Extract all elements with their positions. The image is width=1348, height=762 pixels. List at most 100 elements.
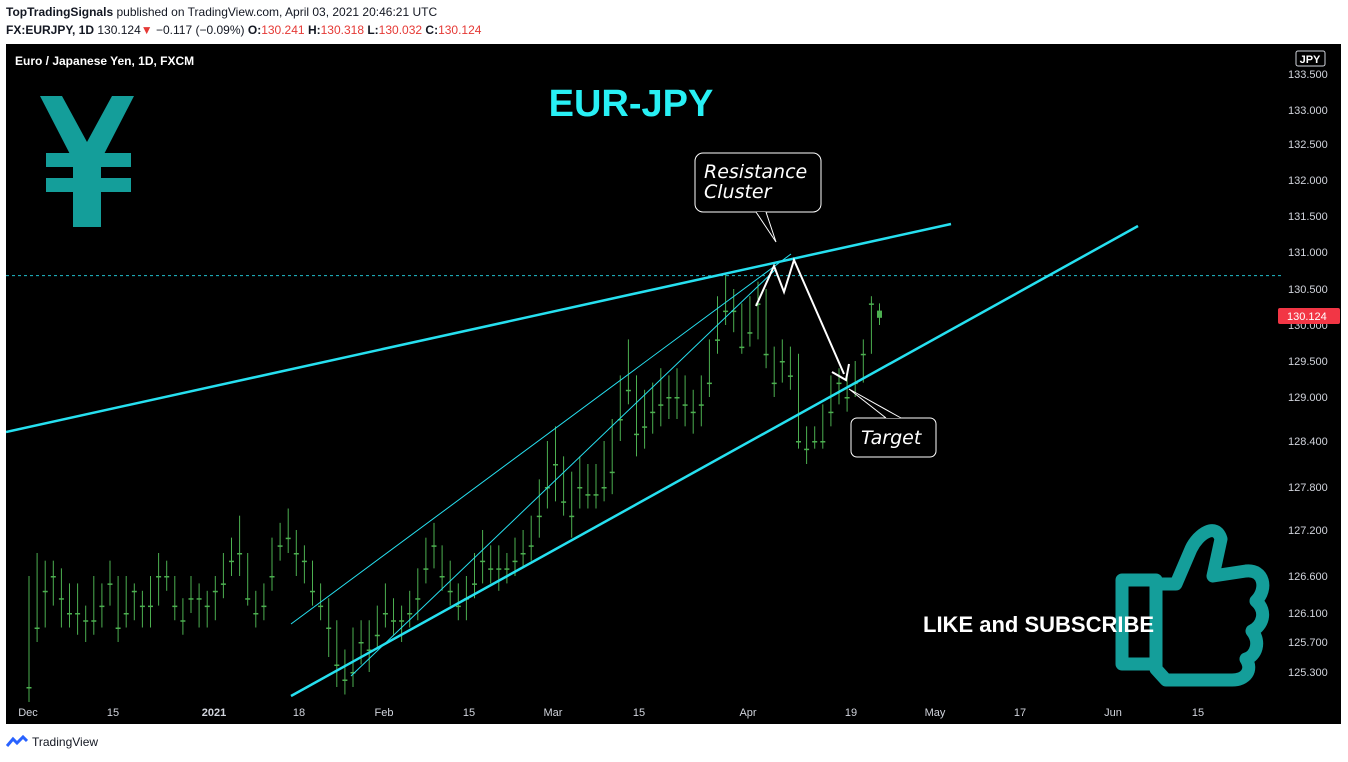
- candle-body: [642, 426, 648, 428]
- candle-body: [374, 634, 380, 637]
- y-tick-label: 125.300: [1288, 667, 1328, 679]
- y-tick-label: 133.000: [1288, 105, 1328, 117]
- candle-body: [747, 332, 753, 334]
- candle-body: [75, 613, 81, 615]
- tradingview-brand[interactable]: TradingView: [32, 735, 99, 749]
- candle-body: [690, 411, 696, 414]
- candle-body: [844, 397, 850, 399]
- low-value: 130.032: [378, 23, 423, 37]
- yen-bar-icon: [46, 178, 131, 192]
- candle-body: [820, 441, 826, 443]
- candle-body: [455, 605, 461, 608]
- last-price: 130.124: [97, 23, 141, 37]
- candle-body: [50, 576, 56, 578]
- candle-body: [156, 576, 162, 578]
- currency-badge: [1295, 50, 1326, 67]
- candle-body: [723, 310, 729, 313]
- candle-body: [804, 448, 810, 451]
- candle-body: [868, 303, 874, 305]
- candle-body: [472, 583, 477, 585]
- candle-body: [99, 605, 105, 608]
- y-tick-label: 126.100: [1288, 608, 1328, 620]
- candle-body: [553, 464, 558, 466]
- candle-body: [520, 553, 526, 555]
- candle-body: [180, 620, 186, 622]
- candle-body: [277, 545, 283, 547]
- y-tick-label: 126.600: [1288, 571, 1328, 583]
- currency-label: JPY: [1300, 54, 1321, 66]
- candle-body: [634, 433, 639, 436]
- candle-body: [42, 590, 48, 593]
- high-label: H:: [307, 23, 321, 37]
- y-tick-label: 132.000: [1288, 175, 1328, 187]
- candle-body: [415, 598, 421, 600]
- y-tick-label: 131.000: [1288, 247, 1328, 259]
- candle-body: [391, 620, 396, 622]
- candle-body: [131, 590, 137, 593]
- candle-body: [577, 487, 583, 489]
- candle-body: [447, 590, 453, 593]
- candle-body: [650, 411, 656, 414]
- x-tick-label: Feb: [375, 707, 394, 719]
- candle-body: [488, 568, 494, 570]
- x-tick-label: May: [925, 707, 946, 719]
- candle-body: [698, 404, 704, 406]
- chart-title: EUR-JPY: [549, 83, 714, 125]
- candle-body: [715, 339, 720, 341]
- candle-body: [763, 353, 769, 356]
- candle-body: [83, 620, 89, 622]
- x-tick-label: 15: [107, 707, 119, 719]
- candle-body: [771, 382, 777, 385]
- x-tick-label: Apr: [739, 707, 756, 719]
- y-tick-label: 133.500: [1288, 69, 1328, 81]
- resistance-callout-pointer: [755, 211, 777, 243]
- cta-text: LIKE and SUBSCRIBE: [923, 612, 1154, 637]
- candle-body: [674, 397, 680, 399]
- candle-body: [350, 672, 356, 674]
- channel-lower-line: [350, 268, 777, 677]
- candle-body: [731, 310, 737, 313]
- candle-body: [706, 382, 712, 385]
- support-trendline: [290, 224, 1139, 698]
- tradingview-logo-icon[interactable]: [6, 735, 28, 749]
- x-tick-label: 18: [293, 707, 305, 719]
- candle-body: [877, 310, 882, 318]
- candle-body: [358, 642, 364, 644]
- down-arrow-icon: ▼: [140, 23, 153, 37]
- candle-body: [423, 568, 429, 570]
- price-chart[interactable]: EUR-JPY Euro / Japanese Yen, 1D, FXCM Resi…: [6, 44, 1341, 724]
- candle-body: [609, 471, 615, 474]
- y-tick-label: 128.400: [1288, 436, 1328, 448]
- candle-body: [407, 613, 413, 615]
- candle-body: [91, 620, 97, 622]
- candle-body: [496, 568, 502, 570]
- candle-body: [293, 553, 299, 555]
- candle-body: [431, 545, 437, 547]
- target-callout-pointer: [848, 388, 902, 419]
- candle-body: [601, 487, 607, 489]
- candle-body: [382, 613, 388, 615]
- price-change: −0.117 (−0.09%): [156, 23, 245, 37]
- candle-body: [504, 568, 510, 570]
- candle-body: [196, 598, 202, 600]
- close-value: 130.124: [438, 23, 482, 37]
- x-tick-label: Mar: [544, 707, 563, 719]
- candle-body: [536, 515, 542, 518]
- candle-body: [480, 560, 486, 563]
- candle-body: [625, 389, 631, 392]
- publisher-name[interactable]: TopTradingSignals: [6, 5, 114, 19]
- candle-body: [285, 537, 291, 540]
- candle-body: [204, 605, 210, 608]
- candle-body: [399, 620, 405, 622]
- candle-body: [439, 576, 445, 578]
- candle-body: [512, 560, 518, 563]
- candle-body: [188, 598, 194, 600]
- candle-body: [739, 346, 745, 349]
- x-tick-label: Dec: [18, 707, 38, 719]
- published-text: published on TradingView.com, April 03, …: [116, 5, 438, 19]
- candle-body: [229, 560, 234, 563]
- publish-info: TopTradingSignals published on TradingVi…: [6, 5, 437, 19]
- candle-body: [245, 598, 251, 600]
- last-price-value: 130.124: [1287, 311, 1327, 323]
- candle-body: [253, 613, 259, 615]
